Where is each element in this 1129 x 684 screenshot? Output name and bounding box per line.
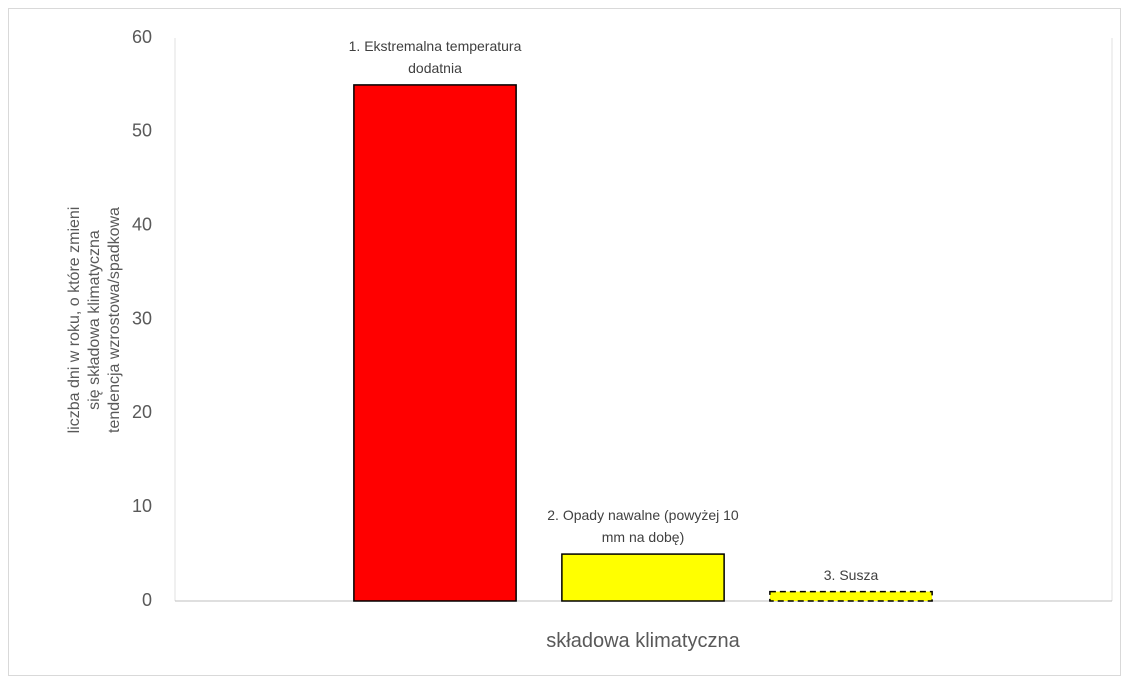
bar [769, 590, 933, 602]
y-tick-label: 30 [132, 308, 152, 328]
y-axis-title: liczba dni w roku, o które zmieni się sk… [66, 206, 123, 434]
bar [561, 553, 725, 602]
category-label: 3. Susza [823, 566, 879, 583]
x-axis-title: składowa klimatyczna [546, 630, 740, 652]
y-tick-label: 40 [132, 214, 152, 234]
y-tick-label: 60 [132, 27, 152, 47]
y-tick-label: 0 [142, 590, 152, 610]
chart-border [8, 8, 1121, 676]
category-label: 2. Opady nawalne (powyżej 10 mm na dobę) [547, 507, 739, 546]
y-tick-label: 20 [132, 402, 152, 422]
category-label: 1. Ekstremalna temperatura dodatnia [348, 37, 522, 76]
y-tick-label: 50 [132, 121, 152, 141]
bar [353, 84, 517, 602]
y-tick-label: 10 [132, 496, 152, 516]
